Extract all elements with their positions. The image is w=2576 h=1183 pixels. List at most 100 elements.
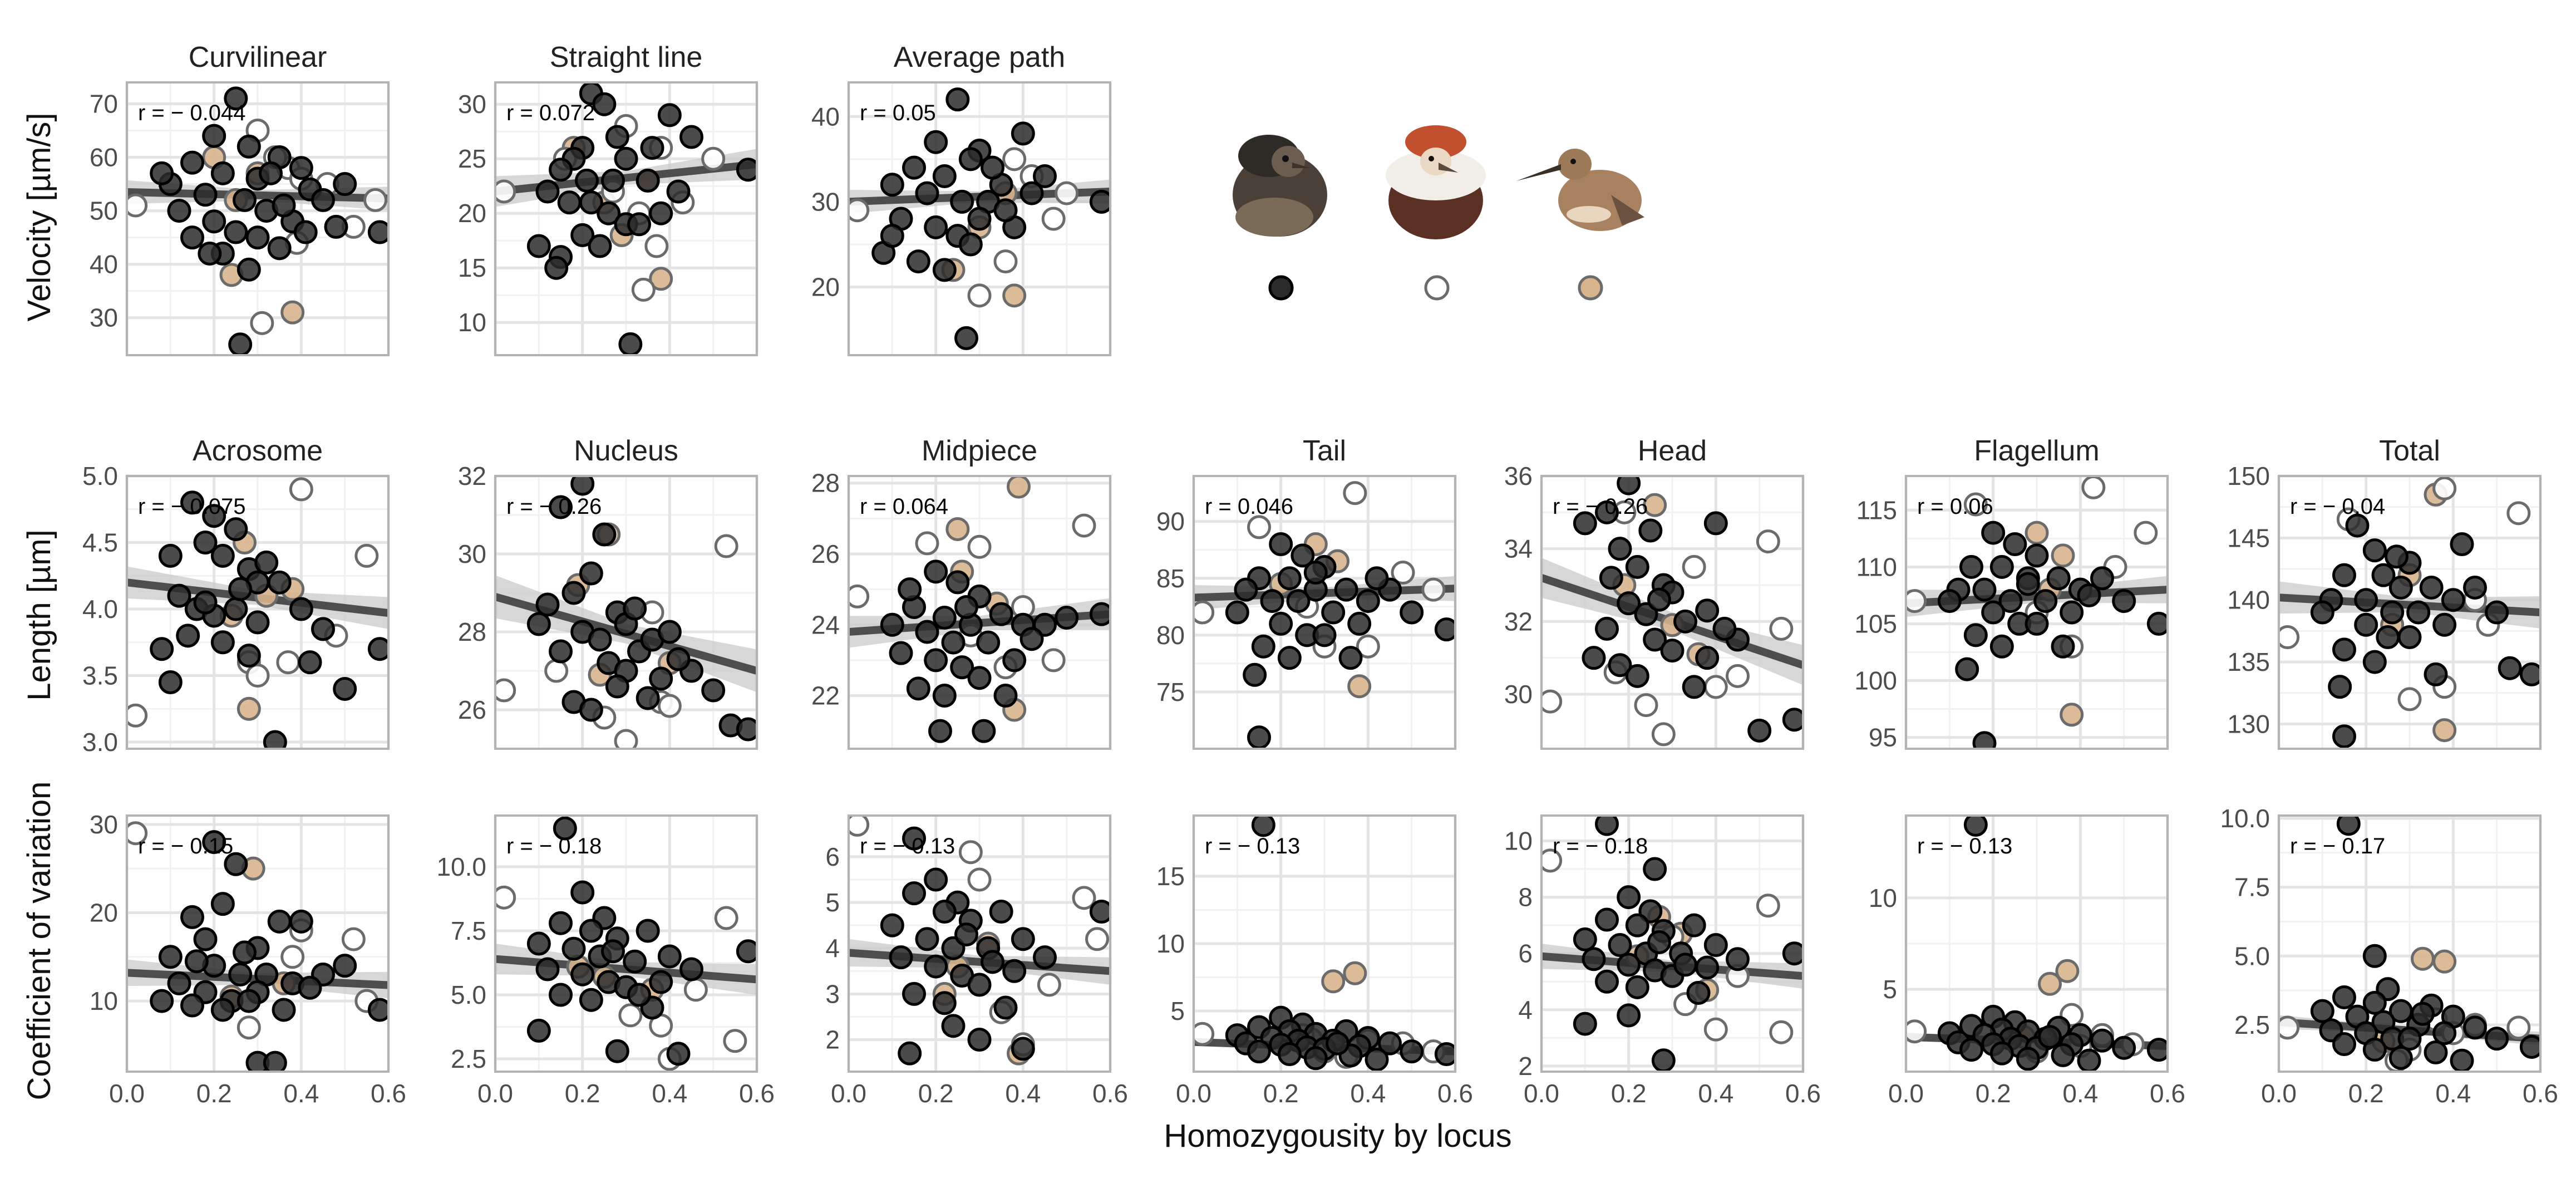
x-tick-label: 0.4 <box>1350 1079 1386 1108</box>
y-tick-label: 5 <box>1170 997 1185 1025</box>
y-tick-label: 5.0 <box>82 462 118 490</box>
correlation-label: r = − 0.26 <box>506 494 602 519</box>
data-point-independent <box>272 193 296 218</box>
x-tick-label: 0.6 <box>1437 1079 1473 1108</box>
plot-area <box>849 87 1110 350</box>
data-point-satellite <box>1726 664 1750 688</box>
data-point-independent <box>193 183 218 207</box>
data-point-independent <box>1955 657 1979 681</box>
data-point-independent <box>2371 563 2396 587</box>
data-point-independent <box>1400 1039 1424 1064</box>
data-point-independent <box>228 963 253 987</box>
data-point-independent <box>1981 600 2006 625</box>
data-point-independent <box>967 973 992 997</box>
x-tick-label: 0.2 <box>1263 1079 1299 1108</box>
data-point-independent <box>557 190 582 215</box>
y-tick-label: 26 <box>811 539 840 568</box>
y-tick-label: 60 <box>90 143 118 172</box>
data-point-independent <box>526 931 551 956</box>
data-point-independent <box>180 993 204 1018</box>
data-point-satellite <box>1769 1020 1794 1044</box>
panel-border <box>848 81 1111 356</box>
panel-border <box>2278 814 2541 1073</box>
data-point-independent <box>2362 990 2387 1015</box>
y-tick-label: 140 <box>2227 586 2270 615</box>
data-point-independent <box>945 87 970 112</box>
data-point-independent <box>2432 1021 2457 1045</box>
y-tick-label: 34 <box>1504 534 1533 563</box>
y-tick-label: 3.5 <box>82 661 118 690</box>
data-point-independent <box>597 201 621 225</box>
panel-border <box>1540 475 1804 750</box>
x-tick-label: 0.4 <box>652 1079 687 1108</box>
y-tick-label: 10 <box>1869 883 1897 912</box>
y-tick-label: 2 <box>825 1025 840 1054</box>
x-tick-label: 0.6 <box>1092 1079 1128 1108</box>
data-point-independent <box>1019 627 1044 651</box>
panel-border <box>126 475 390 750</box>
data-point-independent <box>941 1014 966 1038</box>
data-point-faeder <box>1347 674 1372 699</box>
panel-title: Midpiece <box>922 435 1037 467</box>
data-point-satellite <box>1343 481 1367 505</box>
data-point-satellite <box>1391 561 1415 585</box>
panel-15: 0.0 0.2 0.4 0.6 5 10 r = − 0.13 <box>1869 814 2185 1108</box>
data-point-independent <box>627 983 651 1007</box>
data-point-satellite <box>2279 1015 2300 1040</box>
data-point-independent <box>333 676 357 701</box>
data-point-satellite <box>127 193 148 218</box>
correlation-label: r = 0.06 <box>1917 494 1993 519</box>
panel-14: 0.0 0.2 0.4 0.6 2 4 6 8 10 r = − 0.18 <box>1504 814 1821 1108</box>
y-tick-label: 75 <box>1156 678 1185 706</box>
data-point-satellite <box>544 659 569 683</box>
data-point-independent <box>880 913 904 937</box>
data-point-satellite <box>1247 515 1271 539</box>
data-point-independent <box>202 504 226 528</box>
data-point-independent <box>906 249 930 274</box>
data-point-independent <box>666 179 691 204</box>
data-point-independent <box>367 998 388 1022</box>
panel-title: Nucleus <box>574 435 678 467</box>
panel-border <box>1193 814 1456 1073</box>
panel-border <box>1540 814 1804 1073</box>
data-point-independent <box>289 156 313 180</box>
correlation-label: r = − 0.075 <box>138 494 245 519</box>
satellite-male-bird-illustration <box>1386 125 1486 239</box>
plot-area <box>2279 816 2540 1072</box>
x-tick-label: 0.6 <box>739 1079 775 1108</box>
panel-8: 95 100 105 110 115 r = 0.06 Flagellum <box>1854 435 2169 752</box>
data-point-independent <box>579 698 603 722</box>
data-point-satellite <box>1421 577 1446 602</box>
x-tick-label: 0.4 <box>1698 1079 1733 1108</box>
data-point-independent <box>298 650 322 675</box>
data-point-independent <box>958 232 983 257</box>
data-point-satellite <box>2506 501 2531 526</box>
data-point-independent <box>2332 724 2356 749</box>
data-point-independent <box>1595 816 1619 836</box>
data-point-independent <box>2310 999 2334 1023</box>
data-point-independent <box>1703 933 1728 958</box>
data-point-independent <box>2090 1028 2114 1053</box>
data-point-independent <box>2112 589 2136 613</box>
data-point-satellite <box>2506 1015 2531 1040</box>
data-point-independent <box>880 224 904 248</box>
y-tick-label: 10 <box>458 308 486 337</box>
data-point-independent <box>701 678 726 703</box>
data-point-independent <box>202 209 226 234</box>
data-point-independent <box>2112 1035 2136 1060</box>
plot-area <box>127 477 388 749</box>
data-point-independent <box>1686 980 1711 1005</box>
data-point-satellite <box>2432 476 2457 500</box>
data-point-independent <box>636 686 660 710</box>
data-point-independent <box>367 637 388 661</box>
data-point-independent <box>1291 543 1315 568</box>
plot-area <box>127 821 388 1072</box>
data-point-satellite <box>849 198 870 223</box>
data-point-independent <box>2332 637 2356 662</box>
data-point-independent <box>1269 532 1293 556</box>
x-tick-label: 0.4 <box>1005 1079 1041 1108</box>
data-point-independent <box>237 257 261 282</box>
y-tick-label: 30 <box>90 810 118 839</box>
data-point-independent <box>1321 600 1346 625</box>
data-point-independent <box>1400 600 1424 625</box>
